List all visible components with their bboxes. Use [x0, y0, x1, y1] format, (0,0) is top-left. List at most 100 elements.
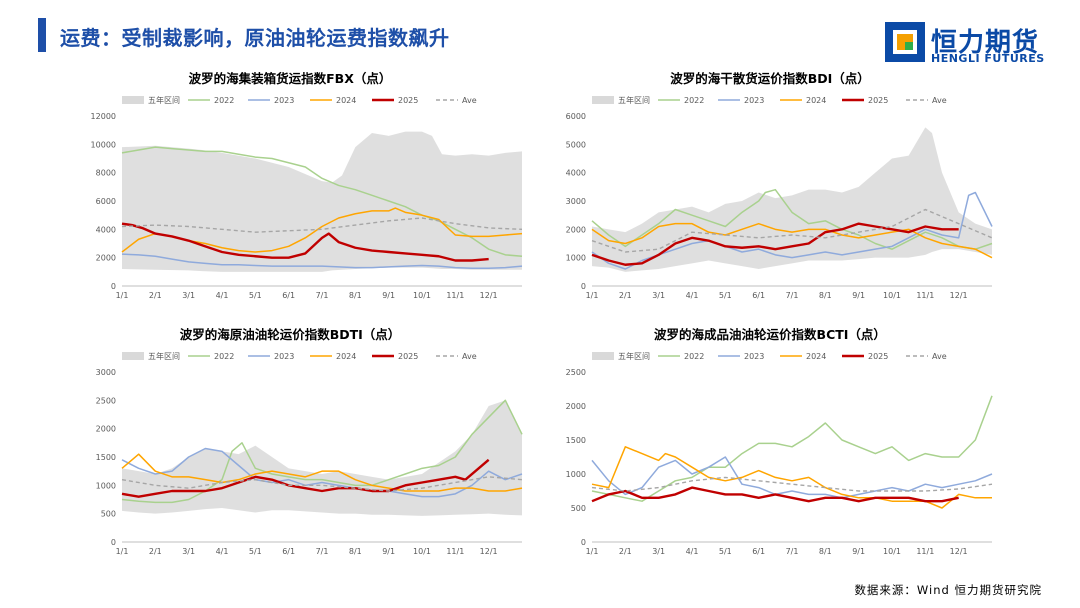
y-tick-label: 4000 [566, 169, 586, 178]
x-tick-label: 7/1 [786, 291, 799, 300]
y-tick-label: 5000 [566, 140, 586, 149]
series-band-five-year [592, 127, 992, 272]
y-tick-label: 2000 [566, 225, 586, 234]
legend-label-2: 2023 [274, 96, 294, 105]
y-tick-label: 2000 [566, 402, 586, 411]
x-tick-label: 6/1 [752, 547, 765, 556]
legend-label-5: Ave [462, 352, 477, 361]
x-tick-label: 1/1 [586, 547, 599, 556]
series-line-2022 [591, 395, 993, 502]
chart-title-bdi: 波罗的海干散货运价指数BDI（点） [670, 71, 870, 86]
y-tick-label: 6000 [566, 112, 586, 121]
legend-label-4: 2025 [398, 352, 418, 361]
series-band-five-year [592, 508, 992, 515]
x-tick-label: 4/1 [216, 291, 229, 300]
legend-swatch-band [122, 352, 144, 360]
x-tick-label: 9/1 [382, 547, 395, 556]
x-tick-label: 4/1 [686, 291, 699, 300]
data-source-note: 数据来源：Wind 恒力期货研究院 [854, 583, 1042, 597]
x-tick-label: 9/1 [852, 291, 865, 300]
chart-legend: 五年区间 2022 2023 2024 2025 Ave [592, 351, 947, 361]
x-tick-label: 9/1 [852, 547, 865, 556]
legend-swatch-band [592, 96, 614, 104]
x-tick-label: 4/1 [686, 547, 699, 556]
y-tick-label: 0 [581, 282, 586, 291]
chart-bcti: 五年区间 2022 2023 2024 2025 Ave 0 500 1000 1500 2000 2… [566, 351, 993, 556]
legend-label-3: 2024 [806, 96, 826, 105]
legend-label-2: 2023 [744, 96, 764, 105]
series-line-ave [121, 217, 523, 233]
series-line-ave [591, 208, 993, 253]
legend-label-1: 2022 [214, 96, 234, 105]
legend-swatch-band [592, 352, 614, 360]
x-tick-label: 11/1 [916, 291, 934, 300]
x-tick-label: 3/1 [182, 291, 195, 300]
x-tick-label: 3/1 [652, 291, 665, 300]
y-tick-label: 12000 [91, 112, 116, 121]
title-accent-bar [38, 18, 46, 52]
legend-label-1: 2022 [684, 96, 704, 105]
y-tick-label: 2500 [96, 396, 116, 405]
series-line-2025 [121, 458, 490, 498]
legend-label-5: Ave [932, 96, 947, 105]
y-tick-label: 1500 [96, 453, 116, 462]
x-tick-label: 6/1 [752, 291, 765, 300]
x-tick-label: 12/1 [950, 291, 968, 300]
legend-label-3: 2024 [336, 96, 356, 105]
legend-label-0: 五年区间 [148, 351, 180, 361]
legend-label-0: 五年区间 [618, 351, 650, 361]
x-tick-label: 12/1 [950, 547, 968, 556]
series-line-2025 [121, 222, 489, 262]
series-line-2023 [591, 456, 993, 499]
series-line-2025 [591, 486, 959, 503]
legend-label-0: 五年区间 [618, 95, 650, 105]
series-line-2022 [121, 146, 523, 257]
x-tick-label: 5/1 [719, 291, 732, 300]
legend-label-2: 2023 [274, 352, 294, 361]
legend-label-3: 2024 [806, 352, 826, 361]
y-tick-label: 1000 [96, 481, 116, 490]
legend-label-5: Ave [462, 96, 477, 105]
series-line-2024 [121, 453, 523, 492]
y-tick-label: 2000 [96, 425, 116, 434]
x-tick-label: 8/1 [819, 291, 832, 300]
y-tick-label: 500 [571, 504, 586, 513]
series-line-2023 [121, 253, 523, 270]
x-tick-label: 3/1 [652, 547, 665, 556]
legend-label-4: 2025 [868, 352, 888, 361]
y-tick-label: 3000 [566, 197, 586, 206]
legend-label-5: Ave [932, 352, 947, 361]
x-tick-label: 10/1 [883, 547, 901, 556]
x-tick-label: 12/1 [480, 291, 498, 300]
y-tick-label: 3000 [96, 368, 116, 377]
x-tick-label: 9/1 [382, 291, 395, 300]
x-tick-label: 2/1 [619, 547, 632, 556]
series-line-ave [591, 476, 993, 492]
x-tick-label: 1/1 [116, 547, 129, 556]
chart-legend: 五年区间 2022 2023 2024 2025 Ave [592, 95, 947, 105]
legend-label-1: 2022 [214, 352, 234, 361]
logo-text-en: HENGLI FUTURES [931, 52, 1045, 65]
chart-legend: 五年区间 2022 2023 2024 2025 Ave [122, 95, 477, 105]
legend-label-2: 2023 [744, 352, 764, 361]
x-tick-label: 6/1 [282, 547, 295, 556]
x-tick-label: 1/1 [116, 291, 129, 300]
chart-fbx: 五年区间 2022 2023 2024 2025 Ave 0 2000 4000 6000 8000… [91, 95, 523, 300]
series-band-five-year [122, 400, 522, 516]
y-tick-label: 6000 [96, 197, 116, 206]
x-tick-label: 3/1 [182, 547, 195, 556]
y-tick-label: 1000 [566, 254, 586, 263]
x-tick-label: 7/1 [316, 547, 329, 556]
y-tick-label: 4000 [96, 225, 116, 234]
y-tick-label: 0 [111, 538, 116, 547]
x-tick-label: 1/1 [586, 291, 599, 300]
x-tick-label: 6/1 [282, 291, 295, 300]
x-tick-label: 5/1 [249, 291, 262, 300]
legend-label-0: 五年区间 [148, 95, 180, 105]
y-tick-label: 10000 [91, 140, 116, 149]
legend-label-1: 2022 [684, 352, 704, 361]
logo-mark-icon [885, 22, 925, 62]
y-tick-label: 8000 [96, 169, 116, 178]
x-tick-label: 11/1 [446, 291, 464, 300]
x-tick-label: 8/1 [819, 547, 832, 556]
